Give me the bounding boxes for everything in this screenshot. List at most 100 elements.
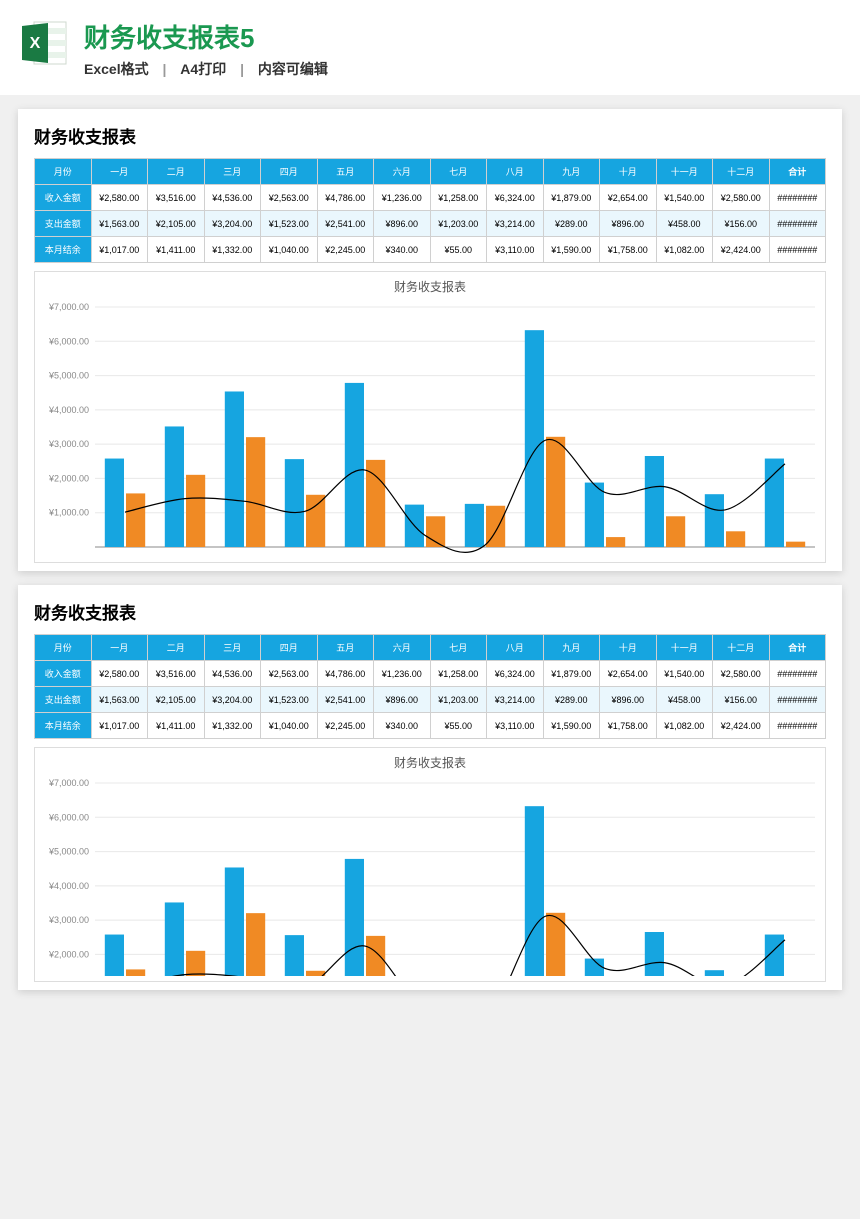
col-header: 十一月: [656, 159, 713, 185]
bar-income: [165, 426, 184, 547]
svg-text:¥3,000.00: ¥3,000.00: [48, 915, 89, 925]
table-cell: ¥1,258.00: [430, 185, 487, 211]
table-cell: ¥1,540.00: [656, 661, 713, 687]
bar-income: [585, 483, 604, 547]
bar-income: [525, 330, 544, 547]
table-cell: ########: [769, 661, 826, 687]
table-cell: ¥2,580.00: [91, 185, 148, 211]
col-header: 三月: [204, 635, 261, 661]
table-cell: ¥3,110.00: [487, 237, 544, 263]
svg-text:¥6,000.00: ¥6,000.00: [48, 812, 89, 822]
table-cell: ¥1,758.00: [600, 237, 657, 263]
table-cell: ¥2,424.00: [713, 237, 770, 263]
table-cell: ¥1,082.00: [656, 237, 713, 263]
finance-chart: ¥1,000.00¥2,000.00¥3,000.00¥4,000.00¥5,0…: [35, 297, 825, 557]
row-header: 本月结余: [35, 237, 92, 263]
table-cell: ¥896.00: [600, 687, 657, 713]
svg-text:¥6,000.00: ¥6,000.00: [48, 336, 89, 346]
table-cell: ¥4,786.00: [317, 185, 374, 211]
table-cell: ¥2,105.00: [148, 211, 205, 237]
table-cell: ¥3,110.00: [487, 713, 544, 739]
col-header: 月份: [35, 635, 92, 661]
svg-text:¥2,000.00: ¥2,000.00: [48, 473, 89, 483]
table-cell: ¥4,536.00: [204, 661, 261, 687]
col-header: 九月: [543, 635, 600, 661]
table-row: 支出金额¥1,563.00¥2,105.00¥3,204.00¥1,523.00…: [35, 211, 826, 237]
bar-income: [705, 970, 724, 976]
col-header: 二月: [148, 159, 205, 185]
table-cell: ¥458.00: [656, 687, 713, 713]
table-cell: ¥6,324.00: [487, 661, 544, 687]
bar-expense: [246, 437, 265, 547]
col-header: 十月: [600, 159, 657, 185]
svg-text:¥7,000.00: ¥7,000.00: [48, 778, 89, 788]
chart-title: 财务收支报表: [35, 748, 825, 773]
bar-income: [765, 459, 784, 547]
page-title: 财务收支报表5: [84, 18, 328, 55]
bar-income: [105, 459, 124, 547]
meta-editable: 内容可编辑: [258, 61, 328, 77]
col-header: 十二月: [713, 159, 770, 185]
row-header: 支出金额: [35, 211, 92, 237]
bar-expense: [126, 969, 145, 976]
bar-income: [105, 935, 124, 976]
table-cell: ¥156.00: [713, 687, 770, 713]
table-row: 收入金额¥2,580.00¥3,516.00¥4,536.00¥2,563.00…: [35, 185, 826, 211]
svg-text:¥2,000.00: ¥2,000.00: [48, 949, 89, 959]
table-cell: ¥3,516.00: [148, 661, 205, 687]
table-cell: ¥1,236.00: [374, 185, 431, 211]
col-header: 十一月: [656, 635, 713, 661]
table-cell: ¥340.00: [374, 713, 431, 739]
svg-text:¥7,000.00: ¥7,000.00: [48, 302, 89, 312]
table-cell: ¥1,879.00: [543, 185, 600, 211]
table-cell: ¥1,203.00: [430, 687, 487, 713]
bar-income: [225, 391, 244, 547]
table-cell: ¥4,786.00: [317, 661, 374, 687]
table-cell: ¥1,411.00: [148, 713, 205, 739]
table-cell: ¥289.00: [543, 211, 600, 237]
table-cell: ¥1,540.00: [656, 185, 713, 211]
table-cell: ¥1,017.00: [91, 237, 148, 263]
table-cell: ¥896.00: [374, 687, 431, 713]
table-cell: ########: [769, 713, 826, 739]
table-cell: ¥1,236.00: [374, 661, 431, 687]
report-panel: 财务收支报表月份一月二月三月四月五月六月七月八月九月十月十一月十二月合计收入金额…: [18, 109, 842, 571]
chart-container: 财务收支报表¥1,000.00¥2,000.00¥3,000.00¥4,000.…: [34, 747, 826, 982]
table-cell: ¥2,563.00: [261, 661, 318, 687]
bar-income: [345, 859, 364, 976]
table-cell: ¥1,258.00: [430, 661, 487, 687]
bar-income: [345, 383, 364, 547]
table-cell: ¥55.00: [430, 237, 487, 263]
row-header: 收入金额: [35, 661, 92, 687]
col-header: 八月: [487, 635, 544, 661]
table-cell: ¥1,411.00: [148, 237, 205, 263]
table-cell: ¥2,245.00: [317, 713, 374, 739]
meta-sep: |: [162, 61, 166, 77]
table-cell: ¥1,758.00: [600, 713, 657, 739]
bar-expense: [546, 437, 565, 547]
table-cell: ¥6,324.00: [487, 185, 544, 211]
chart-container: 财务收支报表¥1,000.00¥2,000.00¥3,000.00¥4,000.…: [34, 271, 826, 563]
table-cell: ¥1,332.00: [204, 237, 261, 263]
header-text: 财务收支报表5 Excel格式 | A4打印 | 内容可编辑: [84, 18, 328, 79]
table-cell: ¥156.00: [713, 211, 770, 237]
table-cell: ########: [769, 687, 826, 713]
table-cell: ¥1,523.00: [261, 211, 318, 237]
row-header: 收入金额: [35, 185, 92, 211]
col-header: 一月: [91, 635, 148, 661]
col-header: 月份: [35, 159, 92, 185]
table-cell: ¥2,654.00: [600, 185, 657, 211]
finance-table: 月份一月二月三月四月五月六月七月八月九月十月十一月十二月合计收入金额¥2,580…: [34, 634, 826, 739]
table-cell: ¥2,580.00: [91, 661, 148, 687]
col-header: 七月: [430, 159, 487, 185]
table-cell: ¥2,541.00: [317, 687, 374, 713]
table-cell: ¥2,424.00: [713, 713, 770, 739]
table-row: 本月结余¥1,017.00¥1,411.00¥1,332.00¥1,040.00…: [35, 237, 826, 263]
table-cell: ¥1,040.00: [261, 237, 318, 263]
col-header: 合计: [769, 635, 826, 661]
bar-expense: [786, 542, 805, 547]
table-cell: ¥2,580.00: [713, 185, 770, 211]
bar-expense: [126, 493, 145, 547]
report-title: 财务收支报表: [34, 123, 826, 148]
col-header: 合计: [769, 159, 826, 185]
